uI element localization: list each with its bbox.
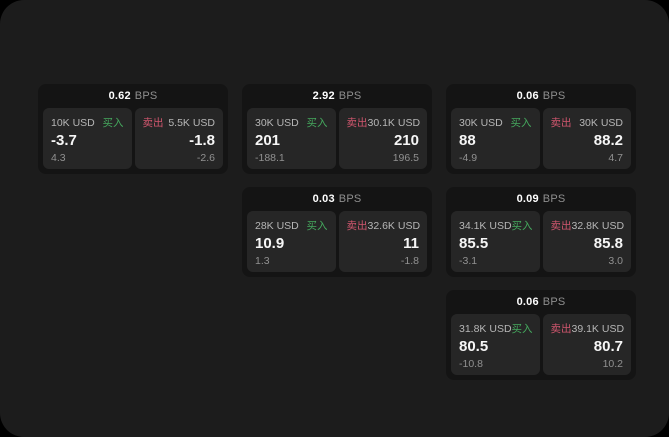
- sell-label: 卖出: [550, 220, 572, 232]
- buy-size: 28K USD: [255, 219, 299, 232]
- sell-delta: -1.8: [400, 255, 419, 267]
- buy-quote-tile[interactable]: 34.1K USD 买入 85.5 -3.1: [451, 211, 540, 272]
- sell-quote-tile[interactable]: 卖出 30K USD 88.2 4.7: [542, 108, 631, 169]
- buy-quote-tile[interactable]: 10K USD 买入 -3.7 4.3: [43, 108, 132, 169]
- sell-quote-tile[interactable]: 卖出 39.1K USD 80.7 10.2: [542, 314, 631, 375]
- card-header: 0.06 BPS: [446, 290, 636, 311]
- buy-label: 买入: [511, 220, 533, 232]
- bps-value: 0.62: [108, 90, 131, 102]
- sell-size: 32.8K USD: [571, 219, 625, 232]
- sell-size: 30.1K USD: [367, 116, 421, 129]
- sell-size: 39.1K USD: [571, 322, 625, 335]
- sell-delta: -2.6: [196, 152, 215, 164]
- card-header: 0.06 BPS: [446, 84, 636, 105]
- bps-value: 0.03: [312, 193, 335, 205]
- quote-card: 0.62 BPS 10K USD 买入 -3.7 4.3 卖出 5.5K USD: [38, 84, 228, 174]
- quote-panels: 31.8K USD 买入 80.5 -10.8 卖出 39.1K USD 80.…: [446, 311, 636, 380]
- card-header: 0.03 BPS: [242, 187, 432, 208]
- quote-panels: 10K USD 买入 -3.7 4.3 卖出 5.5K USD -1.8 -2.…: [38, 105, 228, 174]
- quote-panels: 34.1K USD 买入 85.5 -3.1 卖出 32.8K USD 85.8…: [446, 208, 636, 277]
- quote-panels: 28K USD 买入 10.9 1.3 卖出 32.6K USD 11 -1.8: [242, 208, 432, 277]
- card-header: 0.09 BPS: [446, 187, 636, 208]
- buy-delta: -188.1: [255, 152, 285, 164]
- quote-card: 0.03 BPS 28K USD 买入 10.9 1.3 卖出 32.6K US…: [242, 187, 432, 277]
- buy-label: 买入: [102, 117, 124, 129]
- bps-value: 2.92: [312, 90, 335, 102]
- quote-card: 0.09 BPS 34.1K USD 买入 85.5 -3.1 卖出 32.8K…: [446, 187, 636, 277]
- buy-price: 10.9: [255, 234, 285, 252]
- bps-unit: BPS: [542, 296, 566, 308]
- sell-label: 卖出: [550, 117, 572, 129]
- sell-label: 卖出: [142, 117, 164, 129]
- sell-quote-tile[interactable]: 卖出 30.1K USD 210 196.5: [338, 108, 427, 169]
- buy-price: 80.5: [459, 337, 489, 355]
- quote-card-grid: 0.62 BPS 10K USD 买入 -3.7 4.3 卖出 5.5K USD: [38, 84, 636, 380]
- quote-panels: 30K USD 买入 201 -188.1 卖出 30.1K USD 210 1…: [242, 105, 432, 174]
- bps-value: 0.09: [516, 193, 539, 205]
- bps-value: 0.06: [516, 296, 539, 308]
- sell-size: 5.5K USD: [168, 116, 215, 129]
- sell-price: 88.2: [593, 131, 623, 149]
- sell-label: 卖出: [346, 220, 368, 232]
- buy-size: 31.8K USD: [459, 322, 512, 335]
- buy-quote-tile[interactable]: 31.8K USD 买入 80.5 -10.8: [451, 314, 540, 375]
- sell-price: -1.8: [189, 131, 215, 149]
- quote-card: 2.92 BPS 30K USD 买入 201 -188.1 卖出 30.1K …: [242, 84, 432, 174]
- buy-delta: -3.1: [459, 255, 478, 267]
- sell-price: 11: [403, 234, 419, 252]
- sell-price: 85.8: [593, 234, 623, 252]
- quote-card: 0.06 BPS 31.8K USD 买入 80.5 -10.8 卖出 39.1…: [446, 290, 636, 380]
- buy-label: 买入: [510, 117, 532, 129]
- buy-label: 买入: [511, 323, 533, 335]
- buy-price: 88: [459, 131, 476, 149]
- buy-price: -3.7: [51, 131, 77, 149]
- sell-size: 30K USD: [579, 116, 623, 129]
- sell-quote-tile[interactable]: 卖出 5.5K USD -1.8 -2.6: [134, 108, 223, 169]
- bps-unit: BPS: [542, 90, 566, 102]
- sell-delta: 3.0: [608, 255, 623, 267]
- buy-delta: 1.3: [255, 255, 270, 267]
- buy-size: 34.1K USD: [459, 219, 512, 232]
- buy-price: 85.5: [459, 234, 489, 252]
- sell-label: 卖出: [550, 323, 572, 335]
- buy-quote-tile[interactable]: 30K USD 买入 201 -188.1: [247, 108, 336, 169]
- sell-delta: 10.2: [602, 358, 623, 370]
- buy-price: 201: [255, 131, 281, 149]
- sell-quote-tile[interactable]: 卖出 32.8K USD 85.8 3.0: [542, 211, 631, 272]
- quote-panels: 30K USD 买入 88 -4.9 卖出 30K USD 88.2 4.7: [446, 105, 636, 174]
- buy-quote-tile[interactable]: 28K USD 买入 10.9 1.3: [247, 211, 336, 272]
- sell-delta: 4.7: [608, 152, 623, 164]
- buy-quote-tile[interactable]: 30K USD 买入 88 -4.9: [451, 108, 540, 169]
- bps-unit: BPS: [338, 90, 362, 102]
- buy-size: 10K USD: [51, 116, 95, 129]
- bps-value: 0.06: [516, 90, 539, 102]
- sell-price: 80.7: [593, 337, 623, 355]
- buy-delta: -4.9: [459, 152, 478, 164]
- buy-delta: 4.3: [51, 152, 66, 164]
- bps-unit: BPS: [542, 193, 566, 205]
- buy-label: 买入: [306, 117, 328, 129]
- sell-delta: 196.5: [392, 152, 419, 164]
- bps-unit: BPS: [134, 90, 158, 102]
- bps-unit: BPS: [338, 193, 362, 205]
- sell-quote-tile[interactable]: 卖出 32.6K USD 11 -1.8: [338, 211, 427, 272]
- quote-card: 0.06 BPS 30K USD 买入 88 -4.9 卖出 30K USD: [446, 84, 636, 174]
- sell-size: 32.6K USD: [367, 219, 421, 232]
- buy-delta: -10.8: [459, 358, 483, 370]
- sell-label: 卖出: [346, 117, 368, 129]
- sell-price: 210: [393, 131, 419, 149]
- card-header: 2.92 BPS: [242, 84, 432, 105]
- buy-size: 30K USD: [255, 116, 299, 129]
- buy-label: 买入: [306, 220, 328, 232]
- buy-size: 30K USD: [459, 116, 503, 129]
- card-header: 0.62 BPS: [38, 84, 228, 105]
